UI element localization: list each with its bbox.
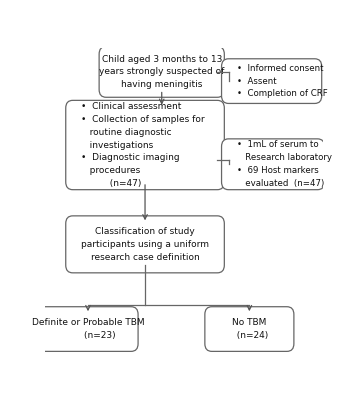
FancyBboxPatch shape xyxy=(66,100,224,190)
Text: Child aged 3 months to 13
years strongly suspected of
having meningitis: Child aged 3 months to 13 years strongly… xyxy=(99,54,224,89)
FancyBboxPatch shape xyxy=(38,307,138,351)
FancyBboxPatch shape xyxy=(99,46,224,97)
Text: No TBM
  (n=24): No TBM (n=24) xyxy=(231,318,268,340)
Text: •  Informed consent
•  Assent
•  Completion of CRF: • Informed consent • Assent • Completion… xyxy=(237,64,328,98)
FancyBboxPatch shape xyxy=(222,59,322,104)
Text: Classification of study
participants using a uniform
research case definition: Classification of study participants usi… xyxy=(81,227,209,262)
Text: •  Clinical assessment
•  Collection of samples for
   routine diagnostic
   inv: • Clinical assessment • Collection of sa… xyxy=(81,102,205,188)
Text: Definite or Probable TBM
        (n=23): Definite or Probable TBM (n=23) xyxy=(32,318,144,340)
FancyBboxPatch shape xyxy=(222,139,325,190)
Text: •  1mL of serum to
   Research laboratory
•  69 Host markers
   evaluated  (n=47: • 1mL of serum to Research laboratory • … xyxy=(237,140,332,188)
FancyBboxPatch shape xyxy=(205,307,294,351)
FancyBboxPatch shape xyxy=(66,216,224,273)
